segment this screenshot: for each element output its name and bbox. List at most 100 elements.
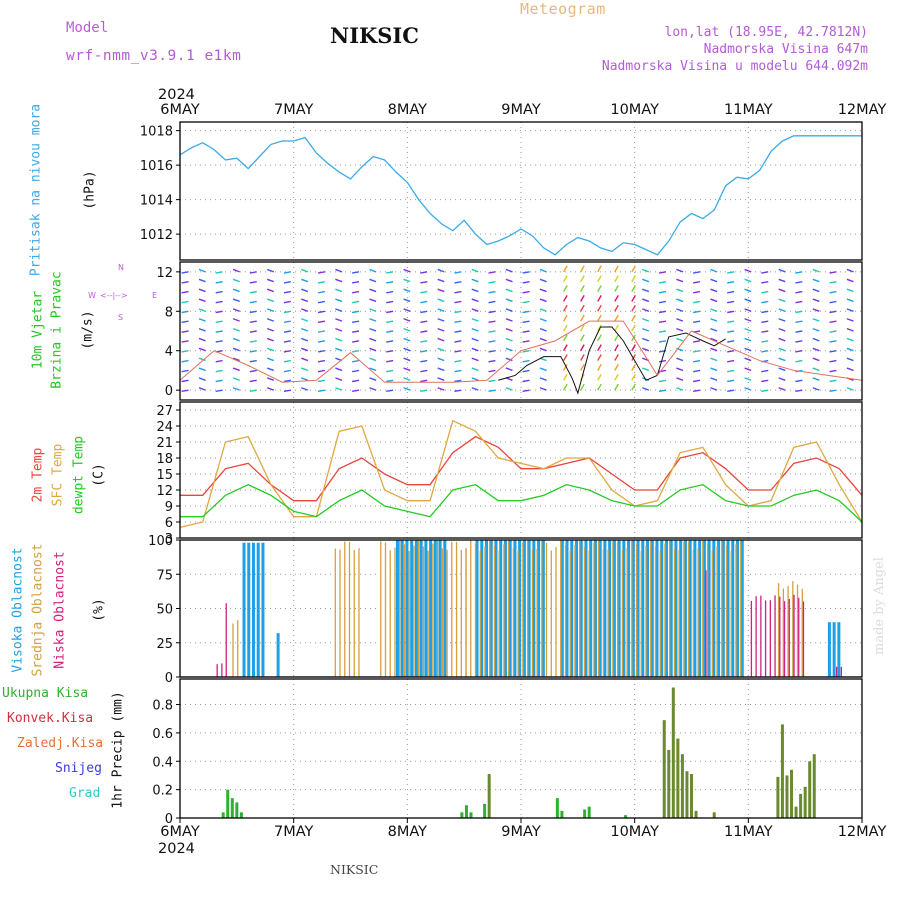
wind-arrow xyxy=(710,327,718,332)
wind-arrow xyxy=(181,350,189,353)
cloud-bar xyxy=(484,546,486,677)
wind-arrow xyxy=(437,308,445,312)
cloud-bar xyxy=(389,550,391,677)
wind-arrow xyxy=(727,330,735,333)
cloud-bar xyxy=(589,540,593,677)
wind-arrow xyxy=(317,281,326,284)
y-tick-label: 1018 xyxy=(140,125,173,140)
wind-arrow xyxy=(301,318,309,322)
wind-arrow xyxy=(563,295,568,302)
wind-arrow xyxy=(829,369,837,373)
wind-arrow xyxy=(846,318,854,322)
wind-arrow xyxy=(420,320,428,324)
precip-bar xyxy=(799,793,803,818)
wind-arrow xyxy=(676,308,684,312)
wind-arrow xyxy=(778,268,786,273)
wind-arrow xyxy=(437,337,445,342)
wind-arrow xyxy=(215,330,223,333)
wind-arrow xyxy=(522,359,530,363)
cloud-bar xyxy=(414,540,418,677)
wind-arrow xyxy=(580,285,585,292)
wind-arrow xyxy=(693,369,701,373)
x-tick-label-top: 10MAY xyxy=(610,102,659,118)
cloud-bar xyxy=(438,540,442,677)
wind-arrow xyxy=(505,387,513,391)
wind-arrow xyxy=(795,281,803,284)
wind-arrow xyxy=(386,281,394,284)
wind-arrow xyxy=(369,367,377,372)
wind-arrow xyxy=(693,359,701,363)
wind-arrow xyxy=(597,265,602,273)
wind-arrow xyxy=(249,389,257,393)
wind-arrow xyxy=(522,310,530,314)
cloud-bar xyxy=(403,544,406,677)
cloud-bar xyxy=(522,540,526,677)
wind-arrow xyxy=(522,300,530,304)
cloud-bar xyxy=(721,540,723,677)
wind-arrow xyxy=(778,318,786,322)
wind-arrow xyxy=(563,354,568,361)
wind-arrow xyxy=(488,281,496,284)
wind-arrow xyxy=(335,347,343,352)
wind-arrow xyxy=(522,330,530,333)
cloud-bar xyxy=(507,540,510,677)
precip-bar xyxy=(790,769,794,818)
wind-arrow xyxy=(301,367,309,372)
wind-arrow xyxy=(471,308,479,312)
cloud-bar xyxy=(607,549,609,677)
cloud-bar xyxy=(422,546,425,677)
cloud-bar xyxy=(692,549,694,677)
wind-arrow xyxy=(249,369,257,373)
cloud-bar xyxy=(455,541,458,677)
cloud-bar xyxy=(527,540,531,677)
dewpt-series-line xyxy=(180,483,863,523)
wind-arrow xyxy=(352,281,360,284)
cloud-bar xyxy=(673,548,676,677)
wind-arrow xyxy=(812,357,820,362)
wind-arrow xyxy=(249,330,257,333)
cloud-bar xyxy=(631,540,633,677)
wind-arrow xyxy=(232,377,240,381)
wind-arrow xyxy=(283,379,291,383)
wind-arrow xyxy=(676,318,684,322)
wind-arrow xyxy=(403,318,411,322)
hail-label: Grad xyxy=(69,786,101,801)
wind-arrow xyxy=(181,281,189,284)
wind-arrow xyxy=(710,377,718,381)
y-tick-label: 21 xyxy=(156,436,173,451)
wind-arrow xyxy=(693,271,701,274)
cloud-bar xyxy=(678,549,680,677)
wind-arrow xyxy=(597,373,602,381)
y-tick-label: 1014 xyxy=(140,194,173,209)
wind-arrow xyxy=(488,320,496,324)
cloud-bar xyxy=(446,549,448,677)
wind-arrow xyxy=(420,300,428,304)
precip-bar xyxy=(221,812,225,818)
cloud-bar xyxy=(541,540,545,677)
wind-arrow xyxy=(181,290,189,294)
wind-arrow xyxy=(266,308,275,312)
wind-arrow xyxy=(266,347,275,352)
cloud-bar xyxy=(569,550,571,677)
cloud-bar xyxy=(232,623,234,677)
wind-arrow xyxy=(403,377,411,381)
cloud-bar xyxy=(774,595,776,677)
wind-arrow xyxy=(369,288,377,293)
wind-arrow xyxy=(642,327,650,332)
wind-arrow xyxy=(198,308,206,312)
wind-arrow xyxy=(488,359,496,363)
wind-arrow xyxy=(454,369,462,373)
wind-arrow xyxy=(420,369,428,373)
wind-arrow xyxy=(642,268,650,273)
wind-arrow xyxy=(181,340,189,343)
precip-total-label: Ukupna Kisa xyxy=(2,686,89,701)
cloud-bar xyxy=(405,540,409,677)
wind-arrow xyxy=(580,265,585,273)
y-tick-label: 0 xyxy=(165,671,173,686)
wind-arrow xyxy=(676,288,684,293)
cloud-bar xyxy=(697,548,699,677)
cloud-bar xyxy=(494,540,498,677)
cloud-bar xyxy=(612,540,616,677)
wind-arrow xyxy=(505,337,513,342)
wind-arrow xyxy=(744,288,752,293)
